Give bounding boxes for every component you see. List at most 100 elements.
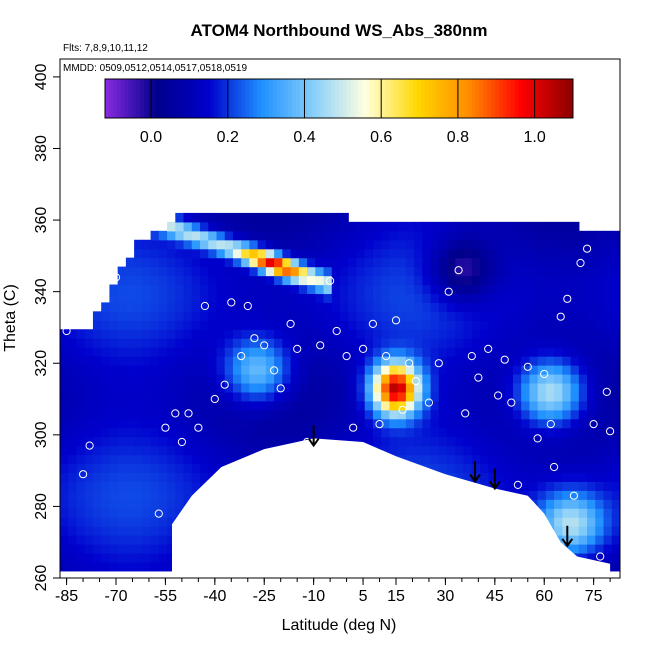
sample-point xyxy=(177,437,186,447)
heatmap-cell xyxy=(521,284,531,295)
heatmap-cell xyxy=(578,311,588,321)
heatmap-cell xyxy=(455,293,465,303)
heatmap-cell xyxy=(216,284,226,295)
heatmap-cell xyxy=(562,365,572,375)
heatmap-cell xyxy=(356,302,366,312)
arrow-head xyxy=(469,473,481,484)
heatmap-cell xyxy=(307,284,316,295)
heatmap-cell xyxy=(208,329,218,339)
heatmap-cell xyxy=(323,284,333,295)
heatmap-cell xyxy=(422,347,432,357)
heatmap-cell xyxy=(562,320,572,330)
heatmap-cell xyxy=(397,436,407,447)
heatmap-cell xyxy=(142,248,152,259)
heatmap-cell xyxy=(315,284,325,295)
heatmap-cell xyxy=(389,436,399,447)
heatmap-cell xyxy=(117,445,127,456)
heatmap-cell xyxy=(68,338,78,348)
heatmap-cell xyxy=(142,356,152,366)
arrow-marker xyxy=(307,425,320,448)
heatmap-cell xyxy=(158,427,168,438)
sample-points xyxy=(62,212,615,561)
heatmap-cell xyxy=(68,436,78,447)
heatmap-cell xyxy=(175,257,185,268)
heatmap-cell xyxy=(191,266,201,277)
heatmap-cell xyxy=(480,239,489,250)
heatmap-cell xyxy=(414,329,423,339)
heatmap-cell xyxy=(117,347,127,357)
heatmap-cell xyxy=(405,409,415,420)
heatmap-cell xyxy=(414,302,423,312)
heatmap-cell xyxy=(578,535,588,545)
heatmap-cell xyxy=(125,561,135,572)
heatmap-cell xyxy=(109,481,119,491)
heatmap-cell xyxy=(142,535,152,545)
heatmap-cell xyxy=(216,454,226,465)
heatmap-cell xyxy=(554,490,563,500)
heatmap-cell xyxy=(134,320,143,330)
heatmap-cell xyxy=(587,356,596,366)
heatmap-cell xyxy=(422,391,432,402)
heatmap-cell xyxy=(200,212,209,223)
heatmap-cell xyxy=(216,365,226,375)
heatmap-cell xyxy=(545,517,555,527)
heatmap-cell xyxy=(282,329,292,339)
heatmap-cell xyxy=(307,230,316,241)
heatmap-cell xyxy=(521,275,531,286)
heatmap-cell xyxy=(117,490,127,500)
heatmap-cell xyxy=(405,454,415,465)
heatmap-cell xyxy=(364,275,374,286)
heatmap-cell xyxy=(603,320,613,330)
heatmap-cell xyxy=(183,400,193,411)
heatmap-cell xyxy=(142,400,152,411)
heatmap-cell xyxy=(331,239,341,250)
heatmap-cell xyxy=(504,463,514,474)
heatmap-cell xyxy=(578,454,588,465)
heatmap-cell xyxy=(84,418,94,429)
heatmap-cell xyxy=(512,400,522,411)
heatmap-cell xyxy=(134,445,143,456)
heatmap-cell xyxy=(175,266,185,277)
heatmap-cell xyxy=(68,391,78,402)
heatmap-cell xyxy=(529,329,539,339)
heatmap-cell xyxy=(595,418,605,429)
heatmap-cell xyxy=(356,365,366,375)
heatmap-cell xyxy=(488,356,498,366)
heatmap-cell xyxy=(274,409,283,420)
heatmap-cell xyxy=(471,382,481,393)
heatmap-cell xyxy=(488,338,498,348)
heatmap-cell xyxy=(101,490,111,500)
heatmap-cell xyxy=(611,284,620,295)
heatmap-cell xyxy=(307,320,316,330)
heatmap-cell xyxy=(200,427,209,438)
heatmap-cell xyxy=(274,356,283,366)
heatmap-cell xyxy=(257,293,267,303)
colorbar-swatch xyxy=(300,79,305,118)
heatmap-cell xyxy=(175,329,185,339)
heatmap-cell xyxy=(232,221,242,232)
heatmap-cell xyxy=(422,329,432,339)
heatmap-cell xyxy=(315,418,325,429)
heatmap-cell xyxy=(463,230,473,241)
heatmap-cell xyxy=(397,257,407,268)
colorbar-swatch xyxy=(378,79,383,118)
heatmap-cell xyxy=(257,400,267,411)
heatmap-cell xyxy=(191,391,201,402)
heatmap-cell xyxy=(84,526,94,536)
heatmap-cell xyxy=(84,481,94,491)
heatmap-cell xyxy=(134,535,143,545)
heatmap-cell xyxy=(125,320,135,330)
heatmap-cell xyxy=(84,499,94,509)
heatmap-cell xyxy=(430,248,440,259)
heatmap-cell xyxy=(183,230,193,241)
heatmap-cell xyxy=(348,400,358,411)
heatmap-cell xyxy=(134,481,143,491)
heatmap-cell xyxy=(562,454,572,465)
sample-point xyxy=(243,301,252,311)
heatmap-cell xyxy=(331,329,341,339)
heatmap-cell xyxy=(200,365,209,375)
heatmap-cell xyxy=(471,293,481,303)
heatmap-cell xyxy=(232,365,242,375)
sample-point xyxy=(576,258,585,268)
heatmap-cell xyxy=(150,311,160,321)
